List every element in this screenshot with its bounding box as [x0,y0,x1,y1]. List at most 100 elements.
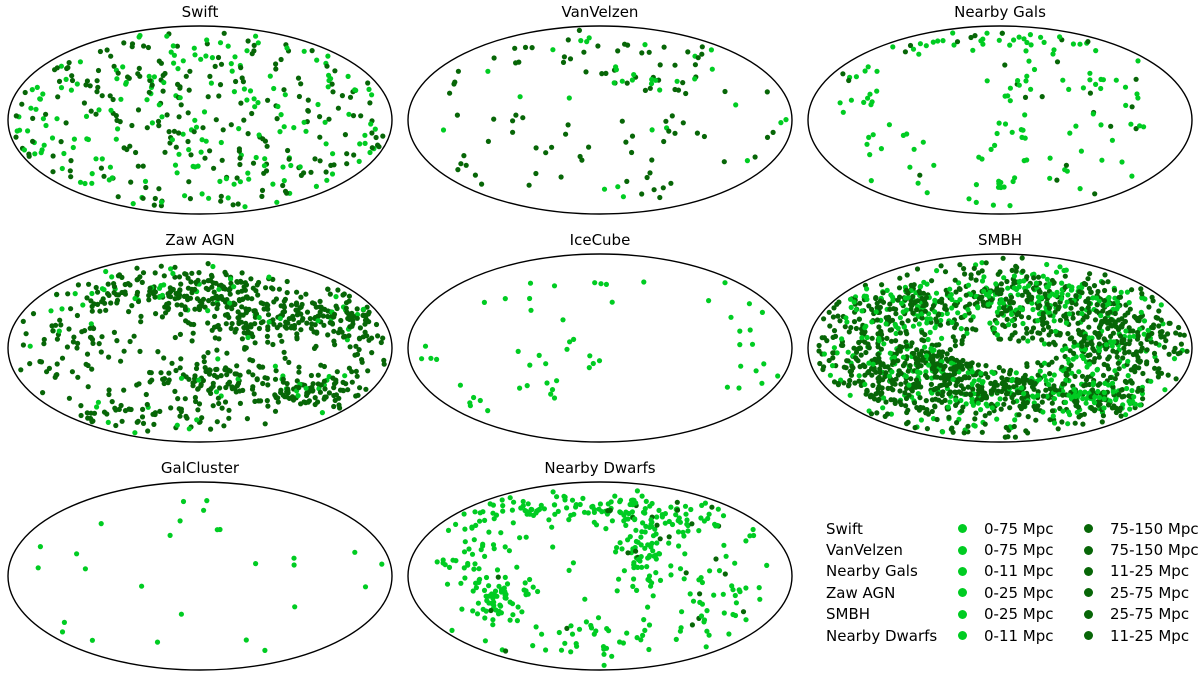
data-point [229,68,235,74]
data-point [207,367,213,373]
data-point [676,515,682,521]
data-point [845,383,852,389]
legend-catalog-name: Zaw AGN [826,583,896,602]
mollweide-projection [407,253,793,443]
data-point [1063,320,1069,326]
data-point [961,430,967,436]
near-distance-marker-icon [958,631,967,641]
data-point [380,335,386,341]
data-point [1173,376,1179,382]
data-point [682,551,688,557]
data-point [571,336,577,342]
data-point [975,362,981,368]
data-point [1069,370,1075,376]
data-point [281,178,287,184]
data-point [338,317,344,324]
data-point [1009,376,1016,382]
data-point [1165,372,1171,378]
data-point [1057,332,1063,338]
data-point [113,422,119,429]
data-point [1063,377,1069,383]
data-point [168,405,174,411]
data-point [127,143,133,149]
data-point [113,292,119,298]
data-point [893,330,899,337]
data-point [645,604,651,610]
data-point [644,564,650,570]
data-point [994,416,1000,422]
data-point [353,368,359,374]
data-point [296,369,302,375]
data-point [737,589,743,595]
data-point [230,202,236,208]
data-point [624,178,630,184]
data-point [899,320,905,326]
data-point [1060,77,1066,83]
data-point [598,281,604,287]
data-point [840,109,846,115]
data-point [875,375,881,382]
data-point [74,81,80,87]
data-point [907,164,913,170]
data-point [948,360,954,366]
data-point [908,301,914,308]
data-point [469,551,476,557]
data-point [356,336,363,342]
data-point [1016,377,1022,383]
data-point [684,521,690,527]
data-point [729,583,735,589]
data-point [83,113,90,119]
data-point [1142,296,1148,302]
data-point [1116,294,1122,301]
data-point [354,373,360,379]
data-point [462,575,468,581]
data-point [201,279,207,285]
data-point [1100,308,1106,314]
data-point [272,408,279,414]
data-point [75,282,81,288]
data-point [471,394,477,401]
data-point [93,111,99,117]
data-point [1138,309,1144,315]
data-point [1065,292,1071,298]
data-point [1072,373,1078,379]
data-point [876,355,882,361]
data-point [281,124,287,130]
data-point [576,27,582,33]
data-point [1105,279,1111,285]
data-point [1070,315,1076,321]
data-point [996,336,1002,342]
data-point [145,44,151,51]
data-point [730,611,736,618]
data-point [615,184,621,190]
data-point [94,89,100,95]
data-point [1138,286,1144,292]
data-point [961,266,967,272]
data-point [881,395,887,401]
data-point [489,601,495,607]
data-point [201,359,207,365]
data-point [1037,303,1043,309]
data-point [903,343,910,349]
data-point [245,38,251,44]
data-point [232,54,238,60]
data-point [241,117,247,123]
data-point [639,191,645,197]
data-point [510,129,516,135]
data-point [682,503,689,509]
data-point [887,350,893,356]
data-point [1041,39,1047,45]
data-point [603,526,609,532]
data-point [924,410,930,416]
data-point [434,559,440,565]
data-point [846,77,852,84]
data-point [250,372,256,378]
data-point [975,400,981,406]
data-point [1024,39,1030,46]
data-point [344,161,350,167]
data-point [994,130,1000,137]
data-point [668,572,674,578]
data-point [1076,289,1082,295]
data-point [685,528,691,534]
data-point [1177,350,1183,356]
